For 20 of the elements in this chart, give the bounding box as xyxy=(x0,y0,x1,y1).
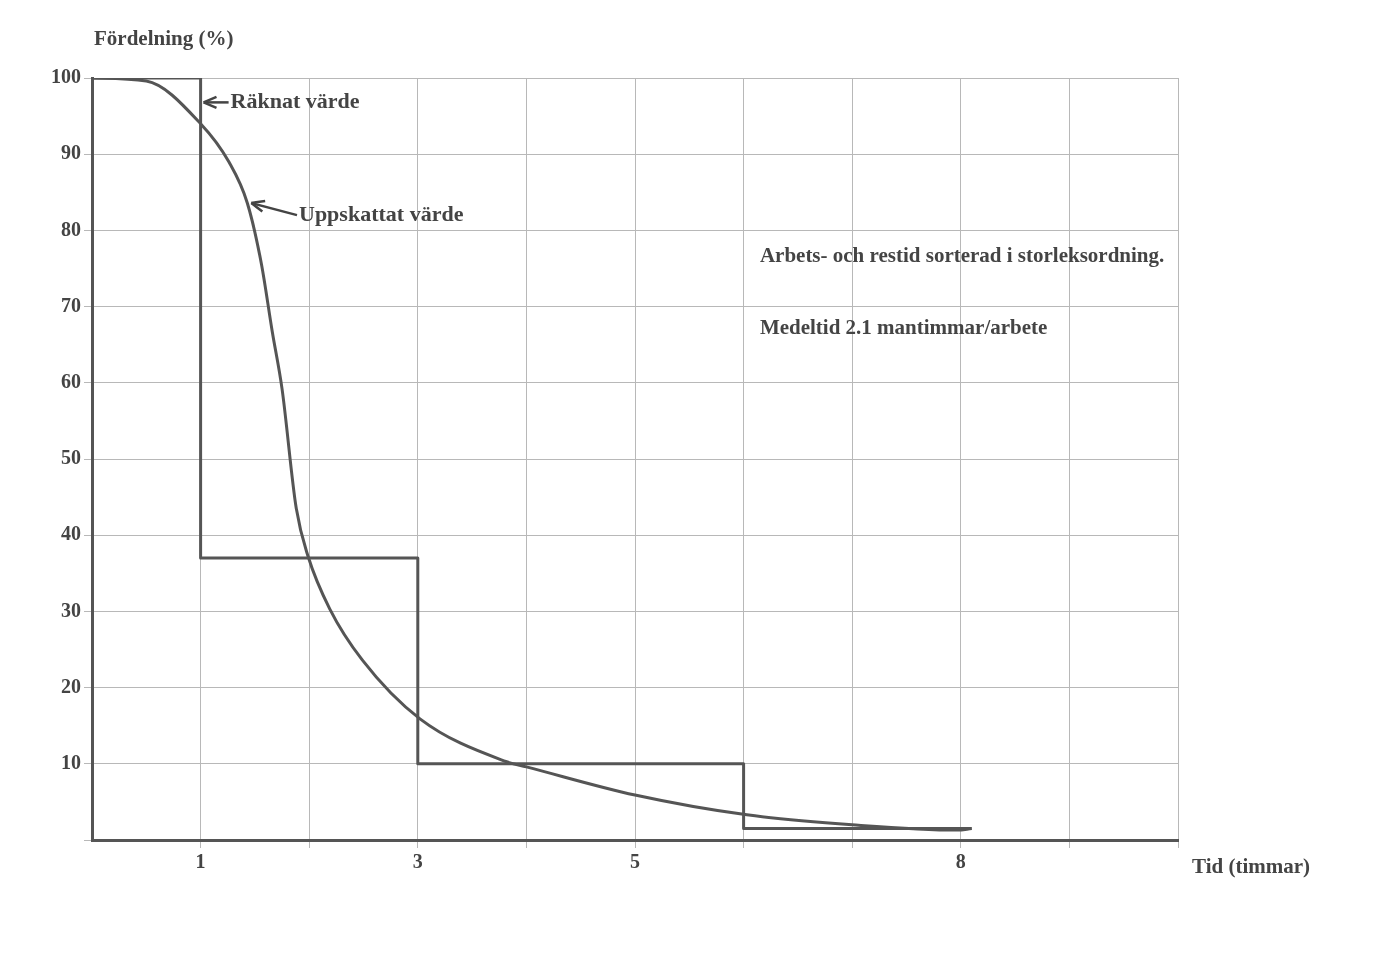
y-tick-label: 100 xyxy=(51,65,81,88)
y-tick-label: 90 xyxy=(61,141,81,164)
x-tick-label: 1 xyxy=(195,850,206,873)
x-axis-title: Tid (timmar) xyxy=(1192,854,1311,879)
annotation: Medeltid 2.1 mantimmar/arbete xyxy=(759,314,1048,339)
y-tick-label: 30 xyxy=(61,598,81,621)
x-tick-label: 3 xyxy=(412,850,423,873)
y-tick-label: 70 xyxy=(61,293,81,316)
y-axis-title: Fördelning (%) xyxy=(94,25,234,50)
x-tick-label: 5 xyxy=(630,850,640,873)
y-tick-label: 50 xyxy=(61,446,81,469)
series-label: Räknat värde xyxy=(230,88,360,114)
annotation: Arbets- och restid sorterad i storleksordning. xyxy=(759,242,1165,267)
y-tick-label: 40 xyxy=(61,522,81,545)
y-tick-label: 60 xyxy=(61,369,81,392)
x-tick-label: 8 xyxy=(955,850,966,873)
text: Uppskattat värde xyxy=(299,200,464,226)
y-tick-label: 20 xyxy=(61,674,81,697)
y-tick-label: 10 xyxy=(61,750,81,773)
y-tick-label: 80 xyxy=(61,217,81,240)
